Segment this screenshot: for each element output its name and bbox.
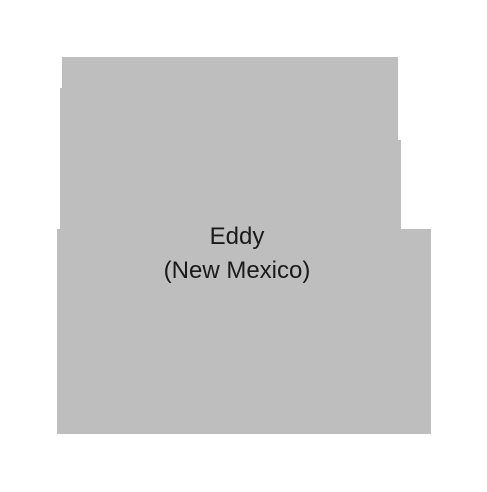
eddy-county-shape (57, 57, 431, 434)
state-name-label: (New Mexico) (163, 257, 311, 284)
county-name-label: Eddy (209, 223, 265, 250)
county-label: Eddy (New Mexico) (0, 220, 474, 288)
